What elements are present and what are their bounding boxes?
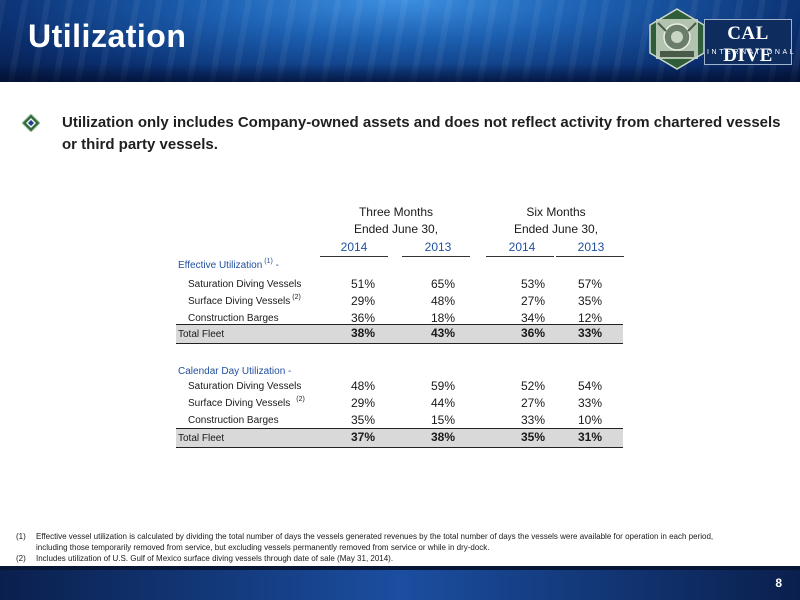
footnote: (1) Effective vessel utilization is calcu… [16,532,713,542]
table-cell: 36% [350,311,375,325]
total-row [176,324,623,344]
row-label: Surface Diving Vessels (2) [188,396,305,409]
company-logo: CAL DIVE INTERNATIONAL [646,7,797,71]
group-header-line1: Three Months [358,205,434,219]
table-cell: 27% [520,294,545,308]
total-cell: 37% [350,430,375,444]
table-cell: 59% [430,379,455,393]
section-title-effective: Effective Utilization (1) - [178,258,279,271]
section-title-text: Effective Utilization [178,260,263,271]
footnote-number: (1) [16,532,26,541]
total-label: Total Fleet [178,329,225,340]
row-footnote: (2) [292,294,301,301]
year-header: 2014 [508,240,536,254]
row-label: Construction Barges [188,415,279,426]
row-label: Saturation Diving Vessels [188,279,302,290]
year-underline [320,256,388,257]
bullet-text: Utilization only includes Company-owned … [62,114,781,153]
year-header: 2014 [340,240,368,254]
total-cell: 33% [577,326,602,340]
logo-subtitle: INTERNATIONAL [707,49,797,56]
table-cell: 15% [430,413,455,427]
header-shade [0,64,800,82]
section-title-calendar: Calendar Day Utilization - [178,366,291,377]
table-cell: 57% [577,277,602,291]
table-cell: 18% [430,311,455,325]
page-title: Utilization [28,18,187,54]
row-label: Saturation Diving Vessels [188,381,302,392]
table-cell: 65% [430,277,455,291]
total-cell: 43% [430,326,455,340]
row-label-text: Surface Diving Vessels [188,398,291,409]
footnote-number: (2) [16,554,26,563]
footnote: (2) Includes utilization of U.S. Gulf of … [16,554,393,564]
group-header-line1: Six Months [526,205,586,219]
total-cell: 38% [350,326,375,340]
row-footnote: (2) [296,396,305,403]
group-header-line2: Ended June 30, [353,222,439,236]
bullet-diamond-icon [22,114,40,132]
footnote: including those temporarily removed from… [16,543,490,553]
logo-wordmark: CAL DIVE INTERNATIONAL [704,19,797,66]
table-cell: 35% [577,294,602,308]
total-cell: 31% [577,430,602,444]
logo-name: CAL DIVE [723,23,773,66]
total-label: Total Fleet [178,433,225,444]
row-label: Construction Barges [188,313,279,324]
table-cell: 29% [350,396,375,410]
table-cell: 54% [577,379,602,393]
table-cell: 33% [577,396,602,410]
table-cell: 27% [520,396,545,410]
table-cell: 34% [520,311,545,325]
table-cell: 53% [520,277,545,291]
total-cell: 38% [430,430,455,444]
footer-band: 8 [0,566,800,600]
table-cell: 33% [520,413,545,427]
footnote-text: Effective vessel utilization is calculat… [36,532,714,541]
section-title-footnote: (1) [264,258,273,265]
footnote-text: including those temporarily removed from… [36,543,490,552]
year-underline [556,256,624,257]
row-label-text: Surface Diving Vessels [188,296,291,307]
total-row [176,428,623,448]
row-label: Surface Diving Vessels (2) [188,294,301,307]
total-cell: 35% [520,430,545,444]
year-underline [402,256,470,257]
table-cell: 29% [350,294,375,308]
table-cell: 44% [430,396,455,410]
diver-helmet-emblem [649,8,705,70]
table-cell: 10% [577,413,602,427]
table-cell: 51% [350,277,375,291]
table-cell: 48% [430,294,455,308]
total-cell: 36% [520,326,545,340]
table-cell: 52% [520,379,545,393]
page-number: 8 [775,576,782,590]
table-cell: 12% [577,311,602,325]
footnote-text: Includes utilization of U.S. Gulf of Mex… [36,554,394,563]
header-banner: Utilization CAL DIVE INTERNATIONAL [0,0,800,82]
year-header: 2013 [424,240,452,254]
group-header-line2: Ended June 30, [513,222,599,236]
year-header: 2013 [577,240,605,254]
table-cell: 48% [350,379,375,393]
section-title-suffix: - [275,260,279,271]
footer-top-rule [0,566,800,570]
table-cell: 35% [350,413,375,427]
section-title-text: Calendar Day Utilization - [178,366,292,377]
year-underline [486,256,554,257]
